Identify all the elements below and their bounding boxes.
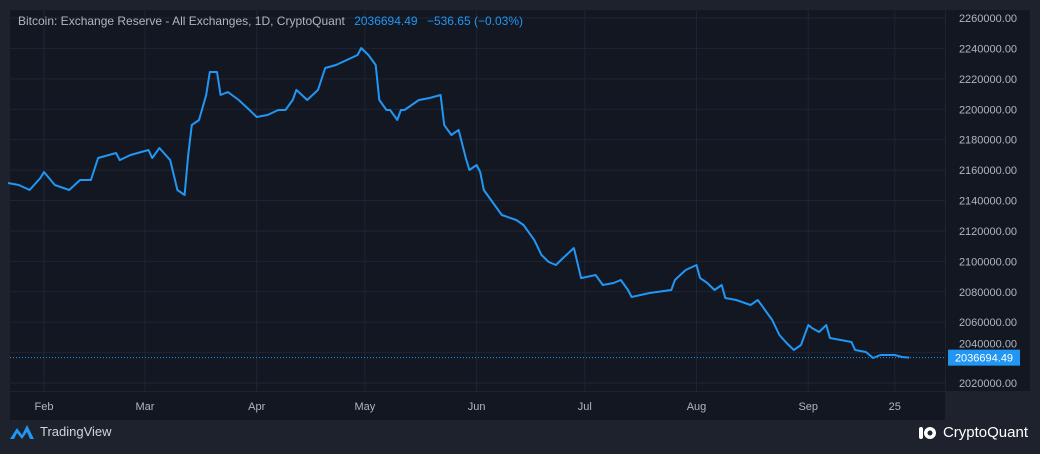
series-line: [7, 47, 910, 359]
chart-legend: Bitcoin: Exchange Reserve - All Exchange…: [18, 14, 523, 28]
x-axis: Feb Mar Apr May Jun Jul Aug Sep 25: [35, 401, 901, 413]
y-tick-label: 2100000.00: [959, 256, 1017, 268]
svg-text:2036694.49: 2036694.49: [955, 353, 1013, 365]
cryptoquant-logo: CryptoQuant: [918, 424, 1028, 441]
x-tick-label: Mar: [135, 401, 154, 413]
y-tick-label: 2220000.00: [959, 74, 1017, 86]
y-tick-label: 2040000.00: [959, 339, 1017, 351]
y-tick-label: 2060000.00: [959, 317, 1017, 329]
tradingview-icon: [10, 424, 34, 439]
y-tick-label: 2160000.00: [959, 165, 1017, 177]
y-tick-label: 2120000.00: [959, 226, 1017, 238]
tradingview-label: TradingView: [40, 424, 112, 439]
legend-last-value: 2036694.49: [354, 14, 418, 28]
last-price-label: 2036694.49: [948, 349, 1020, 366]
legend-title: Bitcoin: Exchange Reserve - All Exchange…: [18, 14, 345, 28]
y-tick-label: 2180000.00: [959, 135, 1017, 147]
y-tick-label: 2260000.00: [959, 13, 1017, 25]
x-axis-area: [10, 392, 945, 420]
grid: [10, 10, 945, 391]
y-tick-label: 2140000.00: [959, 196, 1017, 208]
y-axis: 2260000.00 2240000.00 2220000.00 2200000.00…: [959, 13, 1017, 390]
x-tick-label: 25: [889, 401, 901, 413]
cryptoquant-icon: [918, 426, 936, 439]
legend-change: −536.65 (−0.03%): [426, 14, 524, 28]
x-tick-label: Apr: [248, 401, 265, 413]
x-tick-label: Feb: [35, 401, 54, 413]
y-tick-label: 2020000.00: [959, 378, 1017, 390]
y-tick-label: 2200000.00: [959, 104, 1017, 116]
y-tick-label: 2240000.00: [959, 43, 1017, 55]
x-tick-label: Sep: [798, 401, 818, 413]
x-tick-label: Jul: [578, 401, 592, 413]
tradingview-logo[interactable]: TradingView: [10, 424, 112, 439]
cryptoquant-label: CryptoQuant: [942, 424, 1028, 441]
y-axis-area: [946, 10, 1030, 391]
x-tick-label: May: [354, 401, 375, 413]
y-tick-label: 2080000.00: [959, 287, 1017, 299]
x-tick-label: Aug: [687, 401, 707, 413]
x-tick-label: Jun: [468, 401, 486, 413]
